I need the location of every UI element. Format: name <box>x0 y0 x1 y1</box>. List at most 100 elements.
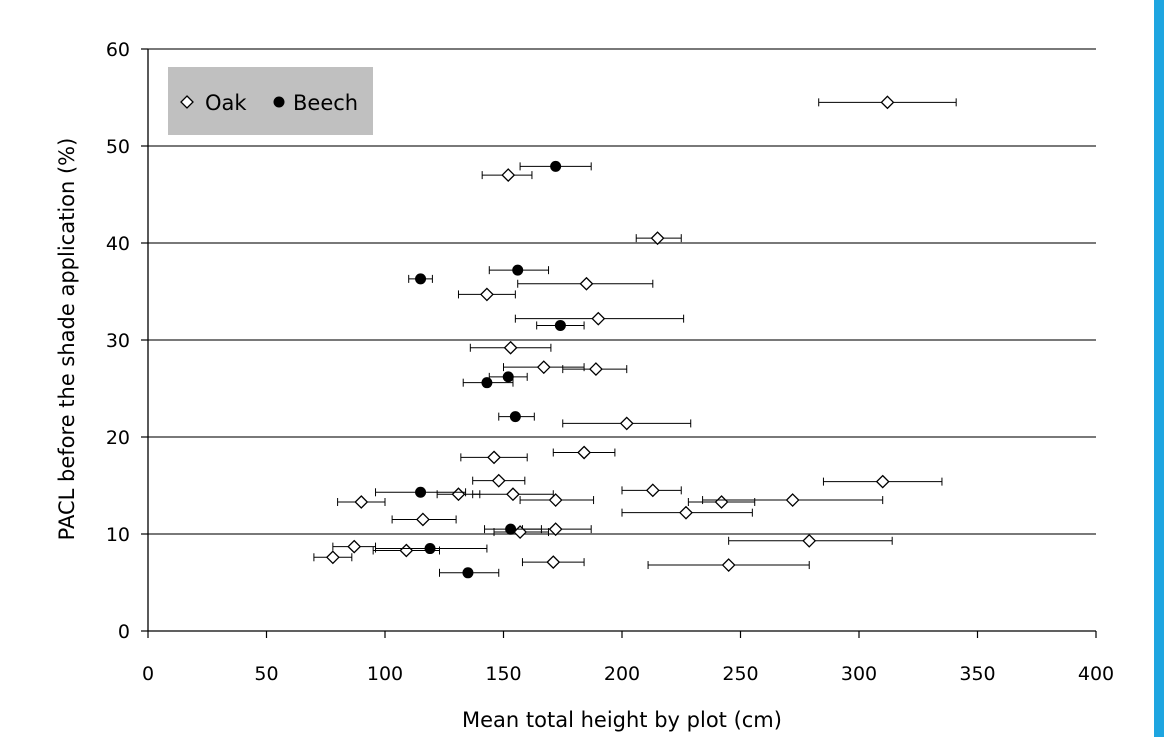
beech-point-0 <box>519 160 592 172</box>
oak-point-12 <box>472 473 526 488</box>
oak-marker <box>506 487 520 502</box>
beech-point-8 <box>484 523 542 535</box>
beech-marker <box>505 523 517 535</box>
y-tick-label-0: 0 <box>118 621 130 643</box>
beech-marker <box>481 377 493 389</box>
x-tick-label-350: 350 <box>959 663 995 685</box>
x-tick-label-400: 400 <box>1078 663 1114 685</box>
oak-point-11 <box>552 445 616 460</box>
oak-point-13 <box>822 474 943 489</box>
oak-point-16 <box>472 487 554 502</box>
beech-marker <box>550 160 562 172</box>
legend <box>168 67 373 135</box>
beech-marker <box>554 319 566 331</box>
y-tick-label-60: 60 <box>106 39 130 61</box>
oak-point-10 <box>460 450 528 465</box>
oak-point-1 <box>481 168 533 183</box>
oak-point-2 <box>635 231 682 246</box>
beech-marker <box>509 411 521 423</box>
oak-point-20 <box>702 493 884 507</box>
oak-point-17 <box>337 495 386 509</box>
oak-marker <box>579 276 594 291</box>
beech-marker <box>512 264 524 276</box>
legend-oak-label: Oak <box>205 91 247 115</box>
legend-beech-marker <box>273 96 285 108</box>
beech-marker <box>424 543 436 555</box>
x-tick-label-200: 200 <box>604 663 640 685</box>
oak-marker <box>451 487 466 502</box>
beech-point-4 <box>488 371 528 383</box>
beech-marker <box>415 486 427 498</box>
beech-marker <box>415 273 427 285</box>
oak-marker <box>679 505 693 520</box>
oak-point-9 <box>562 416 692 431</box>
oak-point-14 <box>621 483 682 498</box>
legend-oak-marker <box>180 95 194 109</box>
oak-marker <box>536 360 551 375</box>
x-axis-title: Mean total height by plot (cm) <box>462 708 782 732</box>
x-tick-label-0: 0 <box>142 663 154 685</box>
right-border-bar <box>1154 0 1164 737</box>
oak-marker <box>416 512 430 527</box>
oak-marker <box>503 340 518 355</box>
oak-marker <box>875 474 890 489</box>
beech-marker <box>462 567 474 579</box>
oak-marker <box>501 168 516 183</box>
oak-marker <box>577 445 591 460</box>
oak-marker <box>880 95 895 110</box>
oak-point-7 <box>503 360 585 375</box>
oak-marker <box>619 416 634 431</box>
oak-point-19 <box>687 495 756 509</box>
oak-marker <box>714 495 729 509</box>
oak-point-24 <box>493 525 550 539</box>
oak-point-5 <box>514 311 685 326</box>
oak-point-21 <box>621 505 753 520</box>
oak-point-3 <box>517 276 654 291</box>
beech-point-1 <box>488 264 550 276</box>
oak-point-29 <box>521 555 585 570</box>
x-tick-label-100: 100 <box>367 663 403 685</box>
legend-entries: Oak Beech <box>180 91 358 115</box>
oak-marker <box>802 533 817 548</box>
oak-marker <box>645 483 660 498</box>
oak-marker <box>325 550 340 565</box>
oak-marker <box>399 543 414 558</box>
oak-marker <box>650 231 665 246</box>
oak-point-22 <box>391 512 457 527</box>
x-tick-label-300: 300 <box>841 663 877 685</box>
oak-marker <box>487 450 501 465</box>
y-tick-label-20: 20 <box>106 427 130 449</box>
beech-point-5 <box>462 377 514 389</box>
oak-point-0 <box>818 95 957 110</box>
oak-marker <box>721 558 736 572</box>
oak-point-30 <box>647 558 810 572</box>
y-tick-label-50: 50 <box>106 136 130 158</box>
oak-marker <box>491 473 506 488</box>
beech-point-2 <box>408 273 433 285</box>
oak-marker <box>354 495 369 509</box>
oak-marker <box>591 311 606 326</box>
oak-point-6 <box>469 340 552 355</box>
oak-marker <box>479 287 494 302</box>
oak-marker <box>548 493 563 507</box>
data-marks <box>313 95 957 579</box>
y-tick-label-10: 10 <box>106 524 130 546</box>
legend-beech-label: Beech <box>293 91 358 115</box>
x-tick-labels: 0 50 100 150 200 250 300 350 400 <box>142 663 1114 685</box>
beech-point-3 <box>536 319 585 331</box>
beech-point-6 <box>498 411 535 423</box>
oak-point-28 <box>313 550 353 565</box>
oak-point-18 <box>519 493 595 507</box>
beech-marker <box>502 371 514 383</box>
axes <box>147 49 1097 638</box>
x-tick-label-50: 50 <box>254 663 278 685</box>
oak-marker <box>589 362 603 377</box>
oak-marker <box>548 522 563 537</box>
oak-marker <box>347 539 362 554</box>
y-tick-label-30: 30 <box>106 330 130 352</box>
oak-point-25 <box>728 533 893 548</box>
grid-lines <box>141 48 1096 632</box>
x-tick-label-150: 150 <box>485 663 521 685</box>
oak-marker <box>546 555 561 570</box>
